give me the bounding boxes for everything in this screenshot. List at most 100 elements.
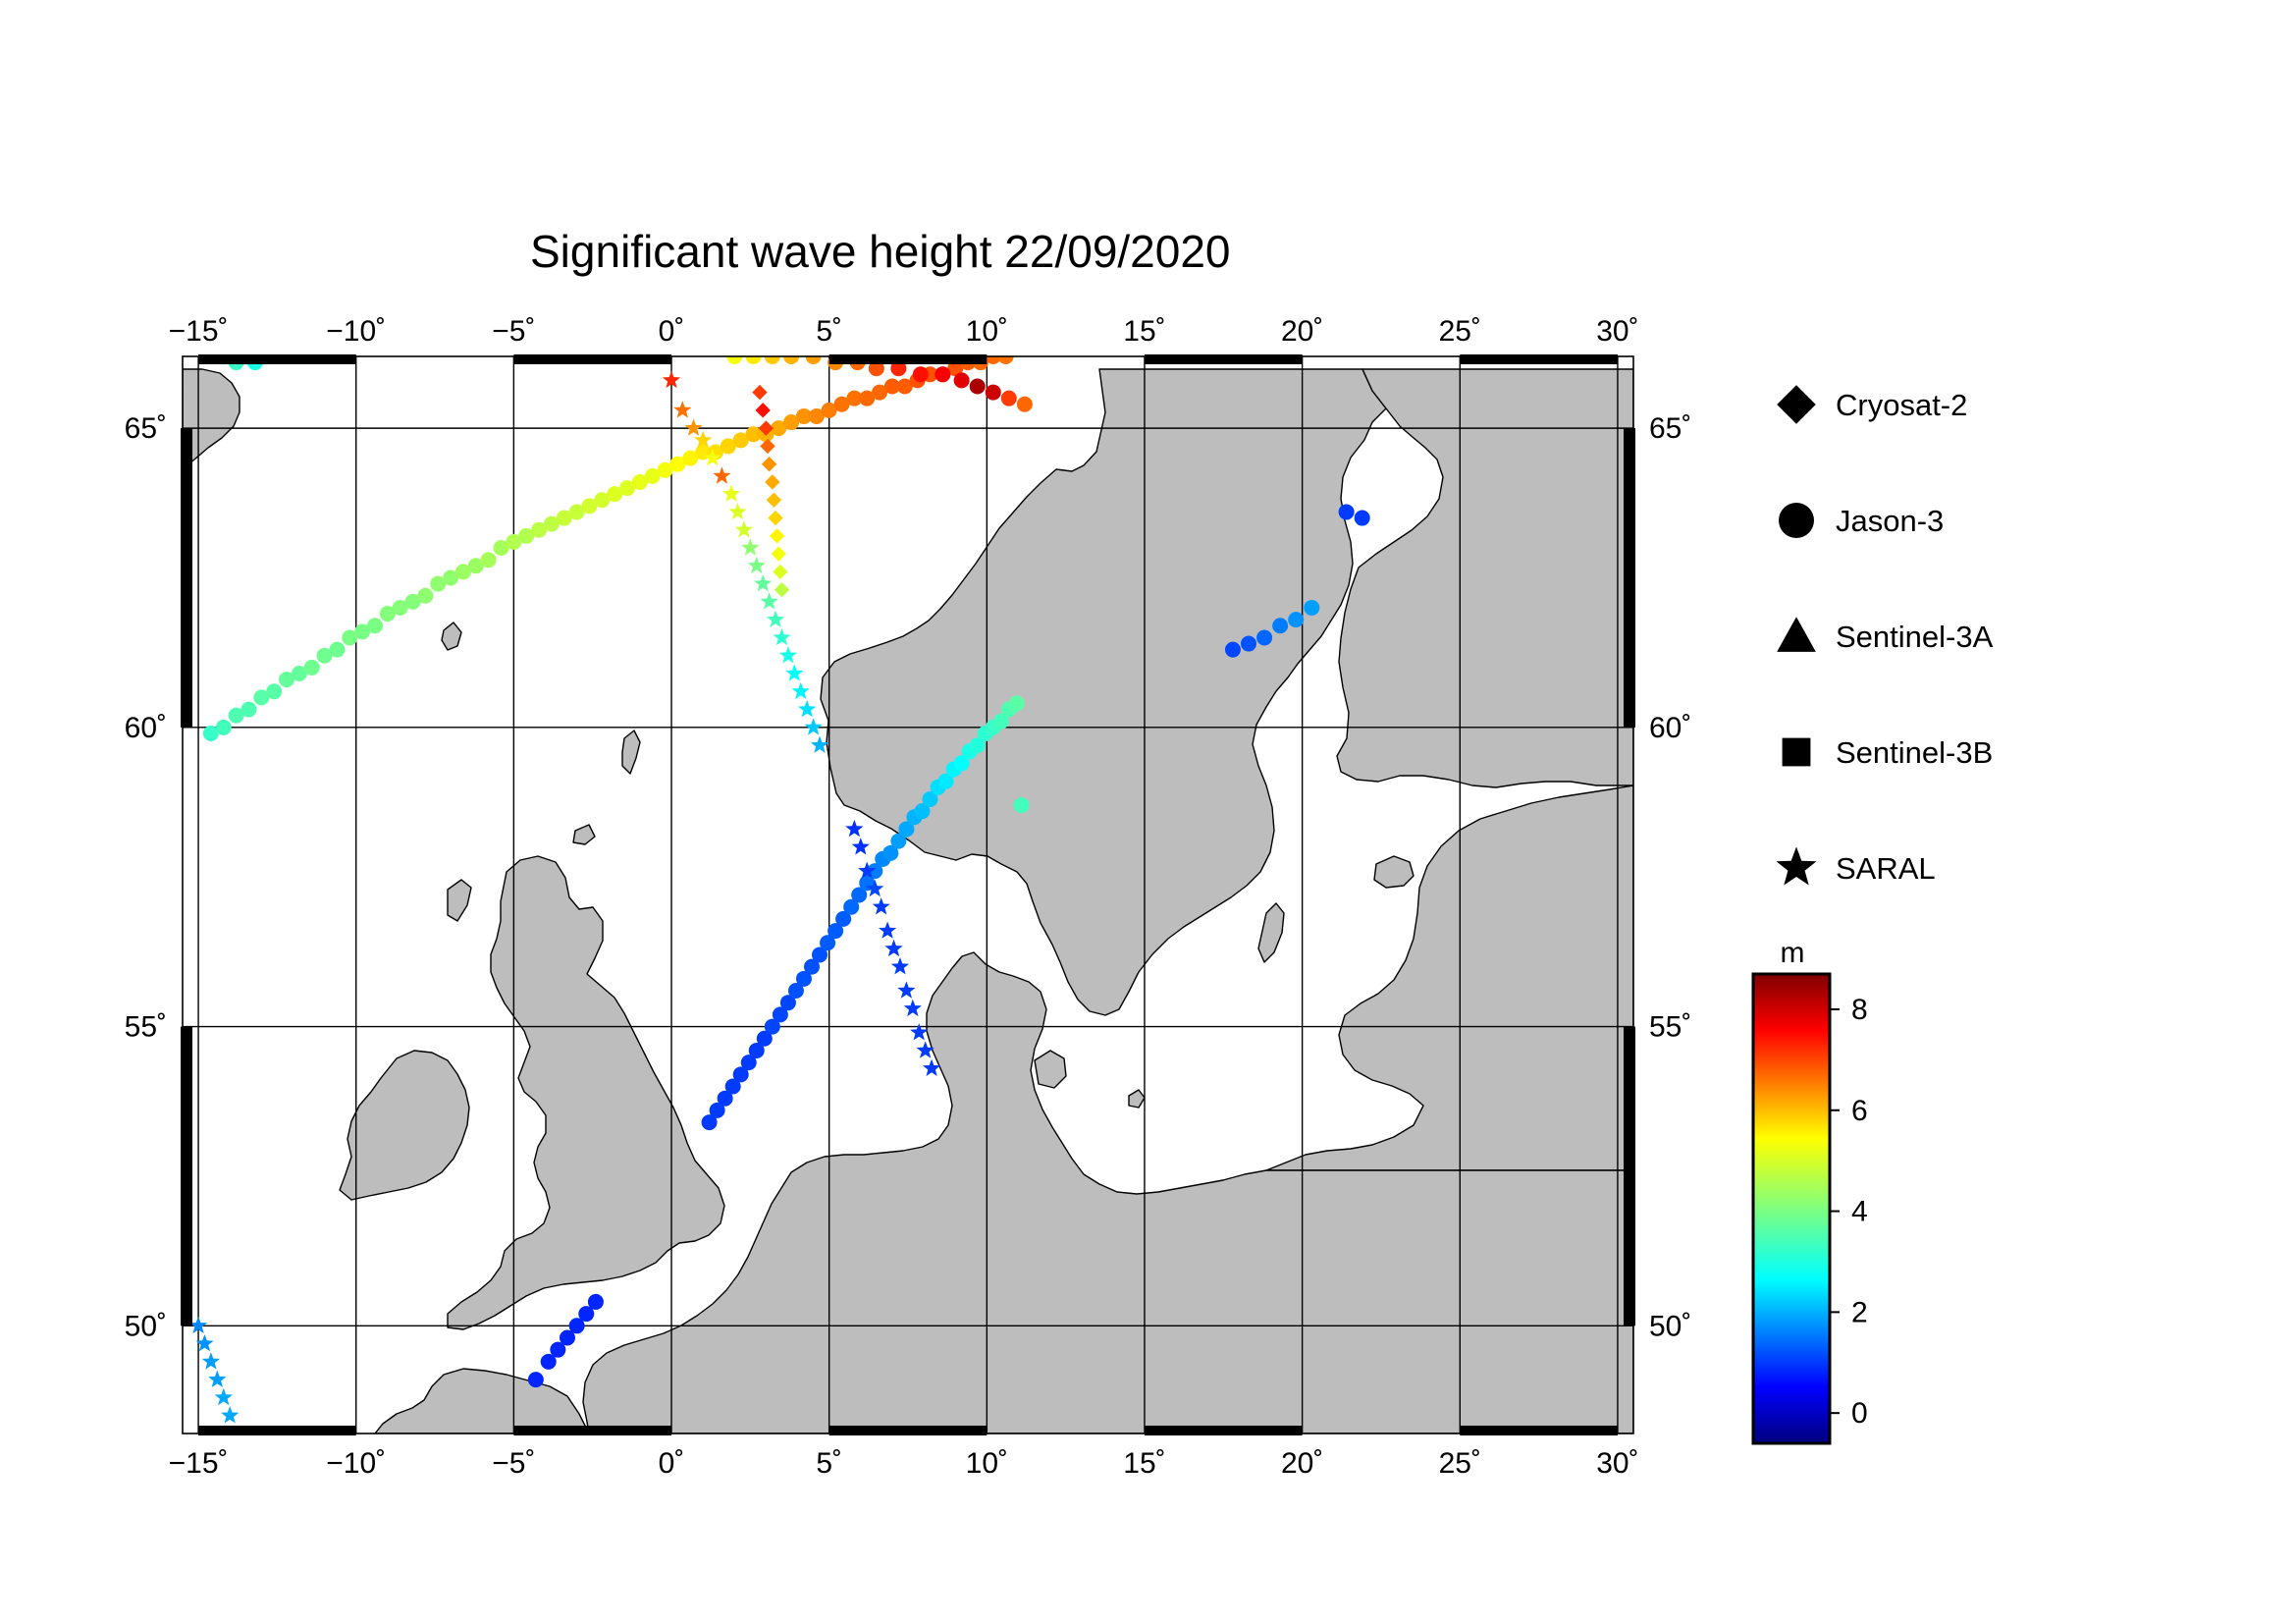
- map-frame-bars: [181, 354, 1635, 1435]
- frame-bar-top: [1144, 354, 1303, 364]
- legend-label-sentinel-3b: Sentinel-3B: [1836, 735, 1993, 770]
- jason-3-point: [833, 396, 850, 412]
- frame-bar-bottom: [828, 1426, 988, 1435]
- jason-3-point: [215, 719, 232, 735]
- lon-tick-label-top: 25˚: [1439, 315, 1481, 348]
- jason-3-point: [804, 958, 821, 975]
- lat-tick-label-right: 60˚: [1649, 712, 1691, 744]
- frame-bar-top: [513, 354, 672, 364]
- lon-tick-label-bottom: 10˚: [966, 1447, 1008, 1480]
- saral-point: [684, 418, 703, 436]
- colorbar-tick-label: 2: [1851, 1296, 1868, 1328]
- jason-3-point: [898, 821, 915, 838]
- jason-3-point: [701, 1114, 718, 1131]
- jason-3-point: [568, 504, 585, 520]
- jason-3-point: [821, 402, 837, 418]
- jason-3-point: [872, 384, 888, 401]
- jason-3-point: [291, 666, 307, 682]
- lon-tick-label-bottom: 0˚: [659, 1447, 685, 1480]
- land-zealand: [1034, 1050, 1067, 1089]
- jason-3-point: [540, 1353, 557, 1370]
- jason-3-point: [835, 910, 852, 927]
- jason-3-point: [953, 372, 970, 389]
- lon-tick-label-bottom: −15˚: [169, 1447, 229, 1480]
- jason-3-point: [392, 599, 408, 616]
- jason-3-point: [228, 707, 244, 724]
- jason-3-point: [969, 737, 986, 754]
- lon-tick-label-top: 5˚: [816, 315, 842, 348]
- jason-3-point: [783, 356, 800, 364]
- land-great-britain: [447, 855, 725, 1330]
- saral-point: [188, 1316, 208, 1334]
- cryosat-2-point: [773, 564, 788, 580]
- saral-point: [713, 466, 731, 484]
- jason-3-point: [1338, 504, 1355, 520]
- lon-tick-label-top: −15˚: [169, 315, 229, 348]
- saral-point: [754, 574, 773, 592]
- cryosat-2-point: [761, 457, 777, 472]
- saral-point: [910, 1023, 929, 1041]
- jason-3-point: [947, 360, 964, 377]
- saral-point: [221, 1406, 240, 1424]
- jason-3-point: [430, 575, 447, 592]
- lon-tick-label-top: 0˚: [659, 315, 685, 348]
- jason-3-point: [669, 456, 686, 472]
- saral-point: [858, 861, 877, 879]
- frame-bar-top: [198, 354, 356, 364]
- saral-point: [662, 370, 681, 389]
- jason-3-point: [1008, 695, 1025, 712]
- legend-marker-sentinel-3a: [1777, 617, 1816, 652]
- jason-3-point: [828, 923, 844, 940]
- jason-3-point: [559, 1329, 575, 1346]
- saral-point: [810, 735, 829, 753]
- saral-point: [785, 664, 804, 681]
- jason-3-point: [454, 564, 471, 580]
- land-hebrides: [447, 879, 472, 922]
- frame-bar-right: [1624, 1026, 1635, 1326]
- jason-3-point: [581, 498, 598, 514]
- jason-3-point: [366, 618, 383, 634]
- jason-3-point: [506, 533, 522, 550]
- jason-3-point: [851, 887, 868, 903]
- cryosat-2-point: [760, 438, 775, 455]
- legend-marker-jason-3: [1779, 503, 1814, 538]
- jason-3-point: [578, 1306, 595, 1323]
- jason-3-point: [992, 713, 1009, 730]
- jason-3-point: [379, 606, 396, 622]
- saral-point: [673, 401, 692, 418]
- jason-3-point: [240, 701, 257, 718]
- jason-3-point: [720, 438, 736, 455]
- saral-point: [879, 921, 897, 939]
- jason-3-point: [527, 1372, 544, 1388]
- jason-3-point: [709, 1102, 725, 1118]
- saral-point: [773, 627, 791, 646]
- jason-3-point: [997, 356, 1014, 364]
- saral-point: [916, 1041, 934, 1058]
- saral-point: [703, 449, 721, 466]
- jason-3-point: [556, 510, 572, 526]
- saral-point: [734, 520, 754, 538]
- cryosat-2-point: [755, 403, 771, 418]
- saral-point: [923, 1058, 941, 1076]
- land-orkney: [572, 824, 596, 845]
- lon-tick-label-top: −10˚: [326, 315, 386, 348]
- cryosat-2-point: [758, 420, 774, 436]
- jason-3-point: [985, 384, 1001, 401]
- jason-3-point: [1013, 797, 1030, 814]
- land-layer: [183, 368, 1633, 1434]
- lat-tick-label-right: 55˚: [1649, 1011, 1691, 1044]
- jason-3-point: [748, 1042, 765, 1058]
- jason-3-point: [882, 844, 899, 861]
- jason-3-point: [795, 407, 812, 424]
- jason-3-point: [607, 486, 623, 503]
- jason-3-point: [745, 426, 762, 443]
- jason-3-point: [914, 803, 931, 820]
- jason-3-point: [1304, 599, 1320, 616]
- graticule: [183, 356, 1633, 1434]
- jason-3-point: [1224, 641, 1241, 658]
- jason-3-point: [783, 414, 800, 431]
- jason-3-point: [732, 432, 749, 449]
- jason-3-point: [1241, 635, 1257, 652]
- jason-3-point: [764, 1018, 780, 1035]
